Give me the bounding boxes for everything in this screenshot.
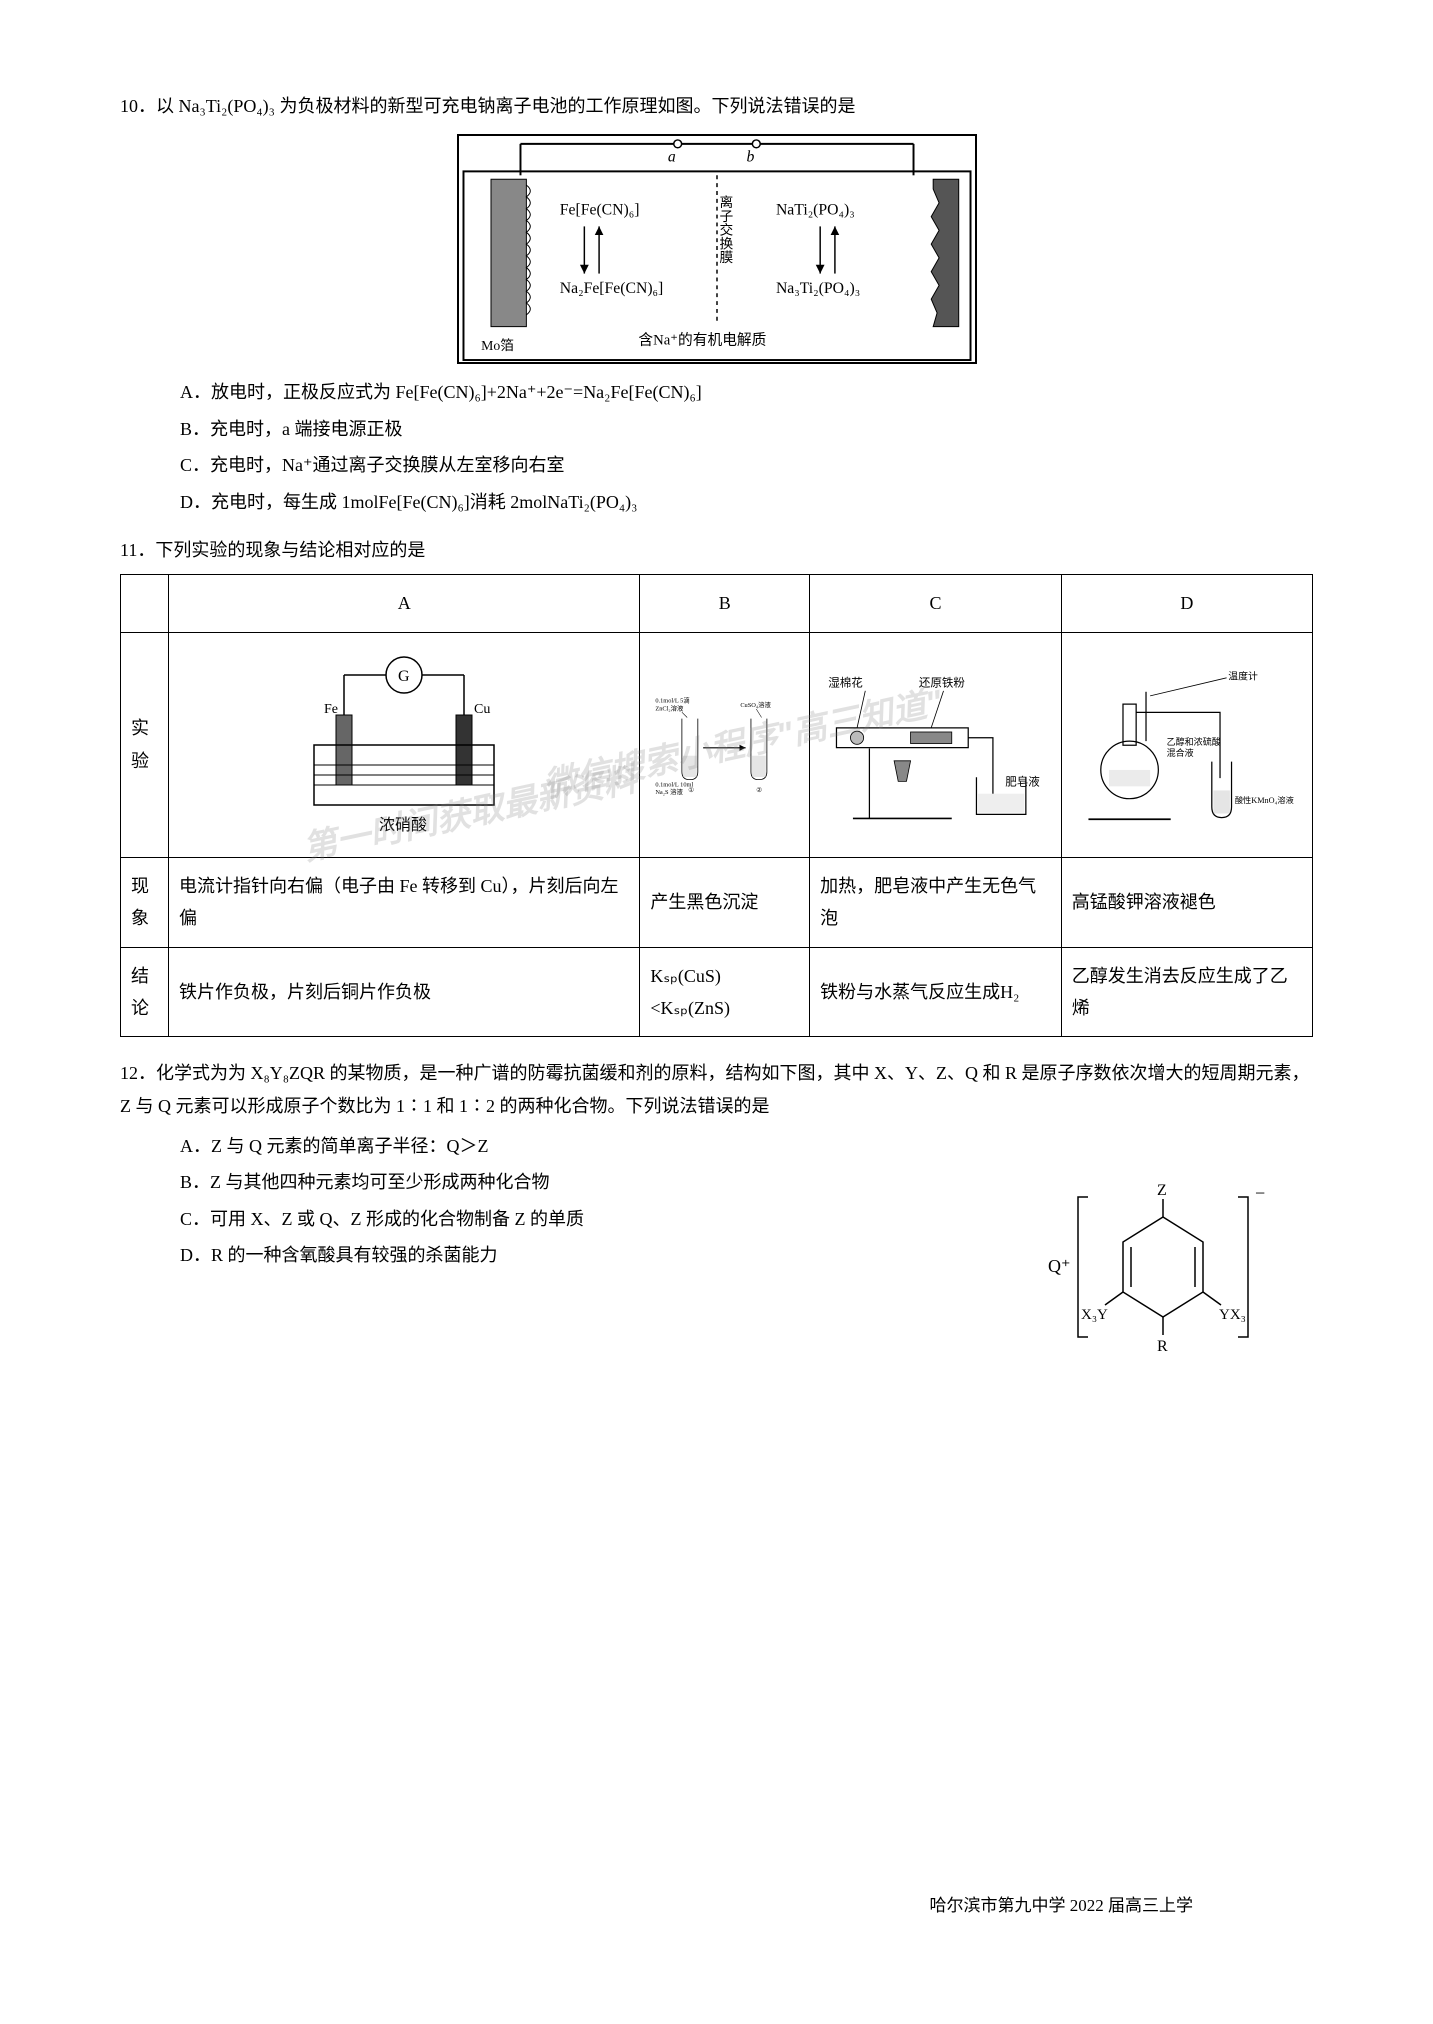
rowlabel-phenomenon: 现象 — [121, 857, 169, 947]
q12-number: 12． — [120, 1063, 156, 1083]
svg-text:Z: Z — [1157, 1182, 1167, 1199]
svg-text:0.1mol/L 5滴: 0.1mol/L 5滴 — [656, 695, 690, 704]
phenom-C: 加热，肥皂液中产生无色气泡 — [810, 857, 1062, 947]
exp-D-cell: 温度计 — [1061, 632, 1312, 857]
q10-number: 10． — [120, 96, 156, 116]
q11-number: 11． — [120, 540, 155, 560]
terminal-b: b — [746, 149, 754, 166]
phenom-D: 高锰酸钾溶液褪色 — [1061, 857, 1312, 947]
phenom-A: 电流计指针向右偏（电子由 Fe 转移到 Cu），片刻后向左偏 — [169, 857, 640, 947]
exp-C-diagram: 湿棉花 还原铁粉 — [820, 645, 1051, 845]
header-B: B — [640, 575, 810, 632]
table-phenomenon-row: 现象 电流计指针向右偏（电子由 Fe 转移到 Cu），片刻后向左偏 产生黑色沉淀… — [121, 857, 1313, 947]
battery-svg: a b 离子交换膜 Mo箔 F — [459, 136, 975, 362]
mo-label: Mo箔 — [481, 339, 514, 354]
svg-text:YX₃: YX₃ — [1219, 1307, 1246, 1323]
q12-option-C: C．可用 X、Z 或 Q、Z 形成的化合物制备 Z 的单质 — [180, 1203, 1033, 1235]
svg-text:肥皂液: 肥皂液 — [1005, 775, 1040, 789]
page-footer: 哈尔滨市第九中学 2022 届高三上学 — [930, 1891, 1194, 1922]
svg-text:−: − — [1255, 1183, 1265, 1203]
concl-B: Kₛₚ(CuS)<Kₛₚ(ZnS) — [640, 947, 810, 1037]
svg-text:Q⁺: Q⁺ — [1048, 1256, 1071, 1276]
q12-option-A: A．Z 与 Q 元素的简单离子半径：Q＞Z — [180, 1130, 1033, 1162]
svg-text:还原铁粉: 还原铁粉 — [919, 677, 966, 690]
rowlabel-conclusion: 结论 — [121, 947, 169, 1037]
svg-text:Fe: Fe — [324, 702, 338, 717]
svg-text:浓硝酸: 浓硝酸 — [379, 816, 427, 834]
left-upper-formula: Fe[Fe(CN)₆] — [559, 202, 639, 219]
svg-text:Cu: Cu — [474, 702, 490, 717]
q10-text: 以 Na₃Ti₂(PO₄)₃ 为负极材料的新型可充电钠离子电池的工作原理如图。下… — [156, 96, 855, 116]
svg-text:温度计: 温度计 — [1228, 669, 1258, 682]
svg-text:乙醇和浓硫酸: 乙醇和浓硫酸 — [1166, 736, 1220, 747]
exp-C-cell: 湿棉花 还原铁粉 — [810, 632, 1062, 857]
exp-A-cell: G Fe Cu — [169, 632, 640, 857]
svg-text:G: G — [398, 668, 410, 685]
q10-option-A: A．放电时，正极反应式为 Fe[Fe(CN)₆]+2Na⁺+2e⁻=Na₂Fe[… — [180, 376, 1313, 408]
q12-structure-diagram: − Q⁺ Z X₃Y YX₃ R — [1043, 1177, 1283, 1357]
experiment-table: A B C D 实验 G — [120, 574, 1313, 1037]
question-10: 10．以 Na₃Ti₂(PO₄)₃ 为负极材料的新型可充电钠离子电池的工作原理如… — [120, 90, 1313, 518]
concl-A: 铁片作负极，片刻后铜片作负极 — [169, 947, 640, 1037]
q10-options: A．放电时，正极反应式为 Fe[Fe(CN)₆]+2Na⁺+2e⁻=Na₂Fe[… — [120, 376, 1313, 518]
right-lower-formula: Na₃Ti₂(PO₄)₃ — [775, 281, 859, 298]
q11-text: 下列实验的现象与结论相对应的是 — [155, 540, 425, 560]
header-A: A — [169, 575, 640, 632]
left-lower-formula: Na₂Fe[Fe(CN)₆] — [559, 281, 663, 298]
svg-text:②: ② — [757, 786, 763, 793]
header-C: C — [810, 575, 1062, 632]
q10-option-C: C．充电时，Na⁺通过离子交换膜从左室移向右室 — [180, 449, 1313, 481]
q10-stem: 10．以 Na₃Ti₂(PO₄)₃ 为负极材料的新型可充电钠离子电池的工作原理如… — [120, 90, 1313, 122]
svg-text:酸性KMnO₄溶液: 酸性KMnO₄溶液 — [1235, 794, 1294, 804]
electrolyte-label: 含Na⁺的有机电解质 — [638, 332, 766, 349]
q12-text: 化学式为为 X₈Y₈ZQR 的某物质，是一种广谱的防霉抗菌缓和剂的原料，结构如下… — [120, 1063, 1310, 1115]
q10-option-D: D．充电时，每生成 1molFe[Fe(CN)₆]消耗 2molNaTi₂(PO… — [180, 486, 1313, 518]
page: 10．以 Na₃Ti₂(PO₄)₃ 为负极材料的新型可充电钠离子电池的工作原理如… — [120, 90, 1313, 1950]
q11-stem: 11．下列实验的现象与结论相对应的是 — [120, 534, 1313, 566]
svg-text:ZnCl₂溶液: ZnCl₂溶液 — [656, 703, 685, 712]
svg-text:R: R — [1157, 1338, 1168, 1355]
header-D: D — [1061, 575, 1312, 632]
table-experiment-row: 实验 G Fe Cu — [121, 632, 1313, 857]
concl-C: 铁粉与水蒸气反应生成H₂ — [810, 947, 1062, 1037]
svg-text:湿棉花: 湿棉花 — [828, 676, 863, 690]
q10-option-B: B．充电时，a 端接电源正极 — [180, 413, 1313, 445]
exp-B-cell: 0.1mol/L 5滴 ZnCl₂溶液 CuSO₄溶液 — [640, 632, 810, 857]
phenom-B: 产生黑色沉淀 — [640, 857, 810, 947]
exp-D-diagram: 温度计 — [1072, 645, 1302, 845]
q10-diagram-container: a b 离子交换膜 Mo箔 F — [120, 134, 1313, 364]
exp-A-diagram: G Fe Cu — [179, 645, 629, 845]
rowlabel-experiment: 实验 — [121, 632, 169, 857]
svg-text:①: ① — [689, 786, 695, 793]
exp-B-diagram: 0.1mol/L 5滴 ZnCl₂溶液 CuSO₄溶液 — [650, 645, 799, 845]
table-conclusion-row: 结论 铁片作负极，片刻后铜片作负极 Kₛₚ(CuS)<Kₛₚ(ZnS) 铁粉与水… — [121, 947, 1313, 1037]
terminal-a: a — [667, 149, 675, 166]
question-11: 11．下列实验的现象与结论相对应的是 微信搜索小程序"高三知道" 第一时间获取最… — [120, 534, 1313, 1037]
header-blank — [121, 575, 169, 632]
concl-D: 乙醇发生消去反应生成了乙烯 — [1061, 947, 1312, 1037]
svg-text:X₃Y: X₃Y — [1081, 1307, 1108, 1323]
right-upper-formula: NaTi₂(PO₄)₃ — [775, 202, 854, 219]
membrane-label: 离子交换膜 — [717, 194, 733, 264]
question-12: 12．化学式为为 X₈Y₈ZQR 的某物质，是一种广谱的防霉抗菌缓和剂的原料，结… — [120, 1057, 1313, 1271]
battery-diagram: a b 离子交换膜 Mo箔 F — [457, 134, 977, 364]
q12-stem: 12．化学式为为 X₈Y₈ZQR 的某物质，是一种广谱的防霉抗菌缓和剂的原料，结… — [120, 1057, 1313, 1122]
q12-option-D: D．R 的一种含氧酸具有较强的杀菌能力 — [180, 1239, 1033, 1271]
svg-text:混合液: 混合液 — [1166, 746, 1193, 757]
svg-text:CuSO₄溶液: CuSO₄溶液 — [741, 699, 772, 708]
table-header-row: A B C D — [121, 575, 1313, 632]
q12-option-B: B．Z 与其他四种元素均可至少形成两种化合物 — [180, 1166, 1033, 1198]
